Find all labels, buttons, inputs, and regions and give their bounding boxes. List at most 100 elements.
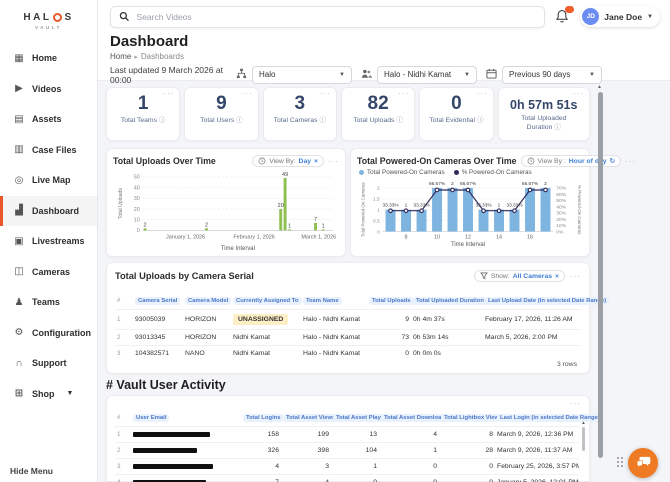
sidebar-item-shop[interactable]: ⊞ Shop ▼ [0,379,97,410]
column-header[interactable]: Total Asset Downloads [379,404,452,427]
sidebar-item-livestreams[interactable]: ▣ Livestreams [0,226,97,257]
column-header[interactable]: Last Upload Date (In selected Date Range… [483,287,610,310]
svg-text:February 1, 2026: February 1, 2026 [233,234,274,240]
line-point [388,208,393,214]
scroll-up-icon[interactable]: ▲ [597,84,602,90]
table-row[interactable]: 1 93005039 HORIZON UNASSIGNED Halo - Nidhi K… [115,309,581,330]
chat-button[interactable] [628,448,658,478]
svg-text:49: 49 [282,172,288,178]
svg-text:1: 1 [288,223,291,229]
overflow-menu-icon[interactable]: ··· [163,89,175,98]
column-header[interactable]: Camera Model [183,287,232,310]
sidebar-item-case-files[interactable]: ▥ Case Files [0,135,97,166]
uploads-chart: 0 10 20 30 40 50 Total Uploads January 1, 2026 F… [118,172,336,252]
view-by-value: Hour of day [568,157,607,165]
table-cell: 398 [281,442,331,459]
show-filter-chip[interactable]: Show: All Cameras × [473,270,565,282]
hide-menu-button[interactable]: Hide Menu [10,466,53,476]
sidebar-item-home[interactable]: ▦ Home [0,43,97,74]
breadcrumb-home[interactable]: Home [110,51,132,61]
camera-bar [447,187,458,232]
column-header[interactable]: Total Asset Views [281,404,339,427]
sidebar-item-teams[interactable]: ♟ Teams [0,287,97,318]
column-header[interactable]: Total Uploads [367,287,414,310]
line-point [512,208,517,214]
support-icon: ∩ [15,357,23,369]
overflow-menu-icon[interactable]: ··· [476,89,488,98]
info-icon[interactable]: ⓘ [554,123,561,131]
table-row[interactable]: 3 104382571 NANO Nidhi Kamat Halo - Nidhi Ka… [115,345,581,361]
svg-text:33.33%: 33.33% [506,203,523,209]
legend-item[interactable]: Total Powered-On Cameras [359,169,445,176]
notification-bell-button[interactable] [555,5,575,25]
column-header[interactable]: Currently Assigned To [231,287,302,310]
info-icon[interactable]: ⓘ [477,116,484,124]
sidebar-item-configuration[interactable]: ⚙ Configuration [0,318,97,349]
filter-select-previous-90-days[interactable]: Previous 90 days ▼ [502,65,602,84]
overflow-menu-icon[interactable]: ··· [570,271,581,281]
user-menu[interactable]: JD Jane Doe ▼ [580,6,660,27]
scroll-up-icon[interactable]: ▲ [581,420,586,425]
column-header[interactable]: Camera Serial [133,287,183,310]
table-cell: 2 [115,442,131,459]
overflow-menu-icon[interactable]: ··· [319,89,331,98]
table-row[interactable]: 474000January 5, 2026, 12:01 PM [115,474,579,482]
sidebar-item-cameras[interactable]: ◫ Cameras [0,257,97,288]
overflow-menu-icon[interactable]: ··· [570,399,581,408]
column-header[interactable]: Last Login (in selected Date Range) [495,404,603,427]
uploads-chart-card: Total Uploads Over Time View By: Day × ·… [106,148,346,257]
legend-item[interactable]: % Powered-On Cameras [453,169,532,176]
table-cell: 1 [115,426,131,443]
column-header[interactable]: Total Uploaded Duration [411,287,487,310]
column-header[interactable]: # [117,298,121,304]
redacted-email [131,426,241,443]
sidebar-item-dashboard[interactable]: ▟ Dashboard [0,195,97,226]
stat-value: 1 [137,93,149,114]
overflow-menu-icon[interactable]: ··· [241,89,253,98]
overflow-menu-icon[interactable]: ··· [398,89,410,98]
search-box[interactable] [110,5,545,28]
column-header[interactable]: Total Asset Plays [331,404,388,427]
info-icon[interactable]: ⓘ [158,116,166,124]
column-header[interactable]: # [117,415,121,421]
brand-logo: HAL S VAULT [0,0,97,30]
svg-text:20: 20 [278,203,284,209]
stat-card-total-uploaded-duration: ··· 0h 57m 51s Total Uploaded Duration ⓘ [497,87,590,141]
refresh-icon[interactable]: ↻ [609,158,616,165]
case-files-icon: ▥ [14,144,24,156]
table-scrollbar[interactable]: ▲ [581,420,586,477]
info-icon[interactable]: ⓘ [236,116,243,124]
overflow-menu-icon[interactable]: ··· [572,89,584,98]
close-icon[interactable]: × [314,157,318,165]
sidebar-item-assets[interactable]: ▤ Assets [0,104,97,135]
info-icon[interactable]: ⓘ [396,116,403,124]
filter-select-halo[interactable]: Halo ▼ [252,65,352,84]
info-icon[interactable]: ⓘ [319,116,326,124]
sidebar-item-live-map[interactable]: ◎ Live Map [0,165,97,196]
sidebar-item-videos[interactable]: ▶ Videos [0,74,97,105]
filter-value: Halo - Nidhi Kamat [384,70,452,79]
view-by-chip[interactable]: View By: Day × [252,155,324,167]
close-icon[interactable]: × [555,272,559,280]
svg-text:Total Powered-On Cameras: Total Powered-On Cameras [360,182,365,238]
search-input[interactable] [136,11,536,22]
table-cell: 93005039 [133,309,183,330]
column-header[interactable]: User Email [131,404,241,427]
page-scrollbar[interactable] [598,92,603,458]
live-map-icon: ◎ [14,174,24,186]
view-by-chip[interactable]: View By : Hour of day ↻ [520,155,622,167]
sidebar-item-support[interactable]: ∩ Support [0,348,97,379]
overflow-menu-icon[interactable]: ··· [625,156,637,166]
table-row[interactable]: 3 4 3 1 0 0 February 25, 2026, 3:57 PM [115,458,579,475]
column-header[interactable]: Total Lightbox Views [439,404,506,427]
column-header[interactable]: Team Name [301,287,367,310]
widget-drag-handle[interactable] [617,457,623,467]
table-row[interactable]: 1 158 199 13 4 8 March 9, 2026, 12:36 PM [115,426,579,443]
filter-select-halo-nidhi-kamat[interactable]: Halo - Nidhi Kamat ▼ [377,65,477,84]
table-row[interactable]: 2 93013345 HORIZON Nidhi Kamat Halo - Nidhi … [115,329,581,346]
table-row[interactable]: 2 326 398 104 1 28 March 9, 2026, 11:37 AM [115,442,579,459]
overflow-menu-icon[interactable]: ··· [328,156,339,166]
upload-bar [314,222,318,231]
table-cell: 4 [281,474,331,482]
column-header[interactable]: Total Logins [241,404,284,427]
